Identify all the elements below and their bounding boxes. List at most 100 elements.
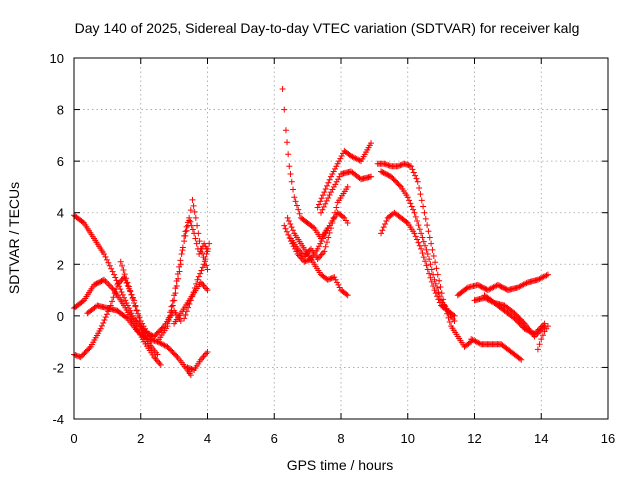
chart-title: Day 140 of 2025, Sidereal Day-to-day VTE… xyxy=(75,20,580,36)
data-point xyxy=(336,173,343,180)
data-point xyxy=(412,172,419,179)
data-point xyxy=(434,293,441,300)
x-tick-label: 12 xyxy=(467,431,481,446)
data-point xyxy=(328,275,335,282)
data-point xyxy=(202,256,209,263)
data-point xyxy=(323,197,330,204)
data-point xyxy=(481,285,488,292)
data-point xyxy=(179,244,186,251)
data-point xyxy=(544,323,551,330)
data-point xyxy=(416,242,423,249)
data-point xyxy=(121,294,128,301)
data-point xyxy=(335,281,342,288)
data-point xyxy=(103,256,110,263)
data-point xyxy=(315,243,322,250)
data-point xyxy=(171,297,178,304)
y-tick-label: 0 xyxy=(57,309,64,324)
data-point xyxy=(333,204,340,211)
data-point xyxy=(143,335,150,342)
data-point xyxy=(197,270,204,277)
data-point xyxy=(158,340,165,347)
data-point xyxy=(197,245,204,252)
data-point xyxy=(176,263,183,270)
data-point xyxy=(199,264,206,271)
data-point xyxy=(403,218,410,225)
data-point xyxy=(181,238,188,245)
data-point xyxy=(511,315,518,322)
data-point xyxy=(102,314,109,321)
data-point xyxy=(396,182,403,189)
data-point xyxy=(514,312,521,319)
data-point xyxy=(335,158,342,165)
data-point xyxy=(73,352,80,359)
data-point xyxy=(408,203,415,210)
data-point xyxy=(476,282,483,289)
x-tick-label: 10 xyxy=(401,431,415,446)
data-point xyxy=(469,336,476,343)
data-point xyxy=(451,318,458,325)
data-point xyxy=(522,280,529,287)
data-point xyxy=(317,198,324,205)
data-point xyxy=(284,139,291,146)
data-point xyxy=(334,160,341,167)
data-point xyxy=(102,278,109,285)
data-point xyxy=(382,161,389,168)
data-point xyxy=(490,284,497,291)
data-point xyxy=(290,186,297,193)
data-point xyxy=(326,192,333,199)
data-point xyxy=(100,319,107,326)
data-point xyxy=(335,176,342,183)
data-point xyxy=(196,238,203,245)
data-point xyxy=(157,340,164,347)
data-point xyxy=(318,238,325,245)
data-point xyxy=(105,259,112,266)
data-point xyxy=(429,246,436,253)
data-point xyxy=(144,330,151,337)
data-point xyxy=(330,214,337,221)
data-point xyxy=(178,250,185,257)
data-point xyxy=(499,284,506,291)
data-point xyxy=(165,345,172,352)
data-point xyxy=(202,243,209,250)
data-point xyxy=(187,207,194,214)
data-point xyxy=(537,327,544,334)
data-point xyxy=(497,283,504,290)
data-point xyxy=(394,163,401,170)
data-point xyxy=(323,182,330,189)
data-point xyxy=(385,162,392,169)
data-point xyxy=(112,274,119,281)
data-point xyxy=(379,169,386,176)
data-point xyxy=(430,271,437,278)
data-point xyxy=(203,350,210,357)
data-point xyxy=(303,257,310,264)
data-point xyxy=(320,203,327,210)
data-point xyxy=(86,345,93,352)
data-point xyxy=(281,106,288,113)
data-point xyxy=(121,271,128,278)
data-point xyxy=(409,166,416,173)
data-point xyxy=(189,293,196,300)
data-point xyxy=(187,372,194,379)
data-point xyxy=(344,183,351,190)
data-point xyxy=(318,251,325,258)
data-point xyxy=(172,285,179,292)
data-point xyxy=(92,281,99,288)
data-point xyxy=(445,314,452,321)
series-arc18 xyxy=(378,168,458,325)
data-point xyxy=(379,227,386,234)
data-point xyxy=(136,314,143,321)
data-point xyxy=(432,290,439,297)
x-tick-label: 14 xyxy=(534,431,548,446)
data-point xyxy=(196,250,203,257)
data-point xyxy=(329,171,336,178)
data-point xyxy=(423,246,430,253)
data-point xyxy=(193,240,200,247)
data-point xyxy=(173,352,180,359)
data-point xyxy=(322,230,329,237)
data-point xyxy=(129,312,136,319)
data-point xyxy=(322,200,329,207)
data-point xyxy=(518,356,525,363)
data-point xyxy=(195,230,202,237)
data-point xyxy=(451,312,458,319)
data-point xyxy=(81,350,88,357)
